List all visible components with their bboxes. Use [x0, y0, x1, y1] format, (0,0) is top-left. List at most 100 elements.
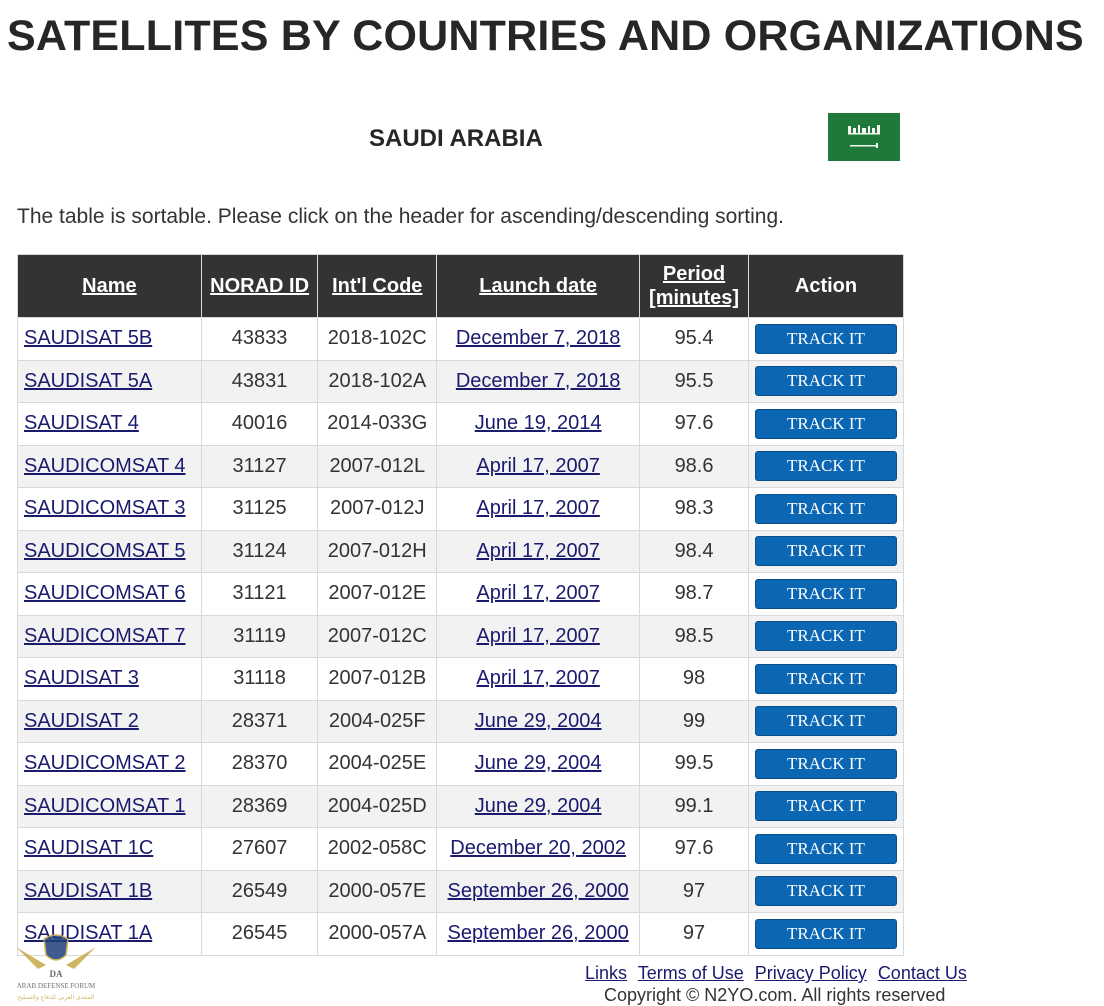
cell-name: SAUDISAT 1C	[17, 827, 202, 871]
cell-action: TRACK IT	[748, 402, 904, 446]
satellite-name-link[interactable]: SAUDICOMSAT 6	[24, 582, 186, 605]
satellite-name-link[interactable]: SAUDISAT 3	[24, 667, 139, 690]
cell-launch: September 26, 2000	[436, 912, 641, 956]
satellite-name-link[interactable]: SAUDICOMSAT 4	[24, 454, 186, 477]
cell-launch: April 17, 2007	[436, 487, 641, 531]
header-name[interactable]: Name	[17, 254, 202, 318]
table-body: SAUDISAT 5B 43833 2018-102C December 7, 201…	[17, 317, 904, 956]
table-row: SAUDICOMSAT 3 31125 2007-012J April 17, 200…	[17, 487, 904, 531]
header-norad[interactable]: NORAD ID	[200, 254, 319, 318]
satellite-name-link[interactable]: SAUDISAT 5B	[24, 327, 153, 350]
header-intl[interactable]: Int'l Code	[317, 254, 438, 318]
satellite-name-link[interactable]: SAUDICOMSAT 7	[24, 624, 186, 647]
cell-period: 99.1	[639, 784, 749, 828]
table-header-row: Name NORAD ID Int'l Code Launch date Per…	[17, 254, 904, 318]
launch-date-link[interactable]: April 17, 2007	[476, 667, 600, 690]
table-row: SAUDISAT 5B 43833 2018-102C December 7, 201…	[17, 317, 904, 361]
sort-intl-link[interactable]: Int'l Code	[332, 274, 423, 297]
cell-launch: December 7, 2018	[436, 359, 641, 403]
satellite-name-link[interactable]: SAUDISAT 1C	[24, 837, 154, 860]
satellite-name-link[interactable]: SAUDICOMSAT 1	[24, 794, 186, 817]
track-it-button[interactable]: TRACK IT	[755, 621, 897, 652]
cell-intl-code: 2014-033G	[317, 402, 438, 446]
track-it-button[interactable]: TRACK IT	[755, 791, 897, 822]
launch-date-link[interactable]: December 20, 2002	[450, 837, 626, 860]
cell-intl-code: 2004-025F	[317, 699, 438, 743]
launch-date-link[interactable]: September 26, 2000	[447, 922, 629, 945]
cell-norad-id: 31118	[200, 657, 319, 701]
cell-launch: September 26, 2000	[436, 869, 641, 913]
launch-date-link[interactable]: December 7, 2018	[455, 369, 621, 392]
launch-date-link[interactable]: June 29, 2004	[474, 752, 602, 775]
track-it-button[interactable]: TRACK IT	[755, 366, 897, 397]
cell-norad-id: 28370	[200, 742, 319, 786]
footer-link-contact[interactable]: Contact Us	[877, 963, 967, 983]
sort-launch-link[interactable]: Launch date	[479, 274, 598, 297]
cell-launch: April 17, 2007	[436, 572, 641, 616]
cell-period: 98	[639, 657, 749, 701]
cell-period: 97	[639, 869, 749, 913]
cell-launch: December 20, 2002	[436, 827, 641, 871]
track-it-button[interactable]: TRACK IT	[755, 706, 897, 737]
satellite-name-link[interactable]: SAUDISAT 2	[24, 709, 139, 732]
track-it-button[interactable]: TRACK IT	[755, 493, 897, 524]
cell-name: SAUDISAT 2	[17, 699, 202, 743]
launch-date-link[interactable]: June 29, 2004	[474, 709, 602, 732]
launch-date-link[interactable]: September 26, 2000	[447, 879, 629, 902]
satellite-name-link[interactable]: SAUDISAT 4	[24, 412, 139, 435]
track-it-button[interactable]: TRACK IT	[755, 536, 897, 567]
cell-norad-id: 43831	[200, 359, 319, 403]
launch-date-link[interactable]: April 17, 2007	[476, 539, 600, 562]
track-it-button[interactable]: TRACK IT	[755, 833, 897, 864]
cell-launch: April 17, 2007	[436, 529, 641, 573]
launch-date-link[interactable]: June 29, 2004	[474, 794, 602, 817]
track-it-button[interactable]: TRACK IT	[755, 748, 897, 779]
track-it-button[interactable]: TRACK IT	[755, 408, 897, 439]
sort-period-link[interactable]: Period [minutes]	[649, 263, 739, 309]
cell-launch: June 29, 2004	[436, 784, 641, 828]
cell-launch: June 19, 2014	[436, 402, 641, 446]
satellite-name-link[interactable]: SAUDICOMSAT 2	[24, 752, 186, 775]
table-row: SAUDISAT 1A 26545 2000-057A September 26, 2…	[17, 912, 904, 956]
svg-text:ARAB DEFENSE FORUM: ARAB DEFENSE FORUM	[17, 982, 96, 990]
satellite-table: Name NORAD ID Int'l Code Launch date Per…	[17, 254, 904, 956]
cell-action: TRACK IT	[748, 742, 904, 786]
launch-date-link[interactable]: April 17, 2007	[476, 582, 600, 605]
track-it-button[interactable]: TRACK IT	[755, 876, 897, 907]
launch-date-link[interactable]: April 17, 2007	[476, 497, 600, 520]
launch-date-link[interactable]: April 17, 2007	[476, 454, 600, 477]
header-launch[interactable]: Launch date	[436, 254, 641, 318]
track-it-button[interactable]: TRACK IT	[755, 323, 897, 354]
cell-intl-code: 2004-025E	[317, 742, 438, 786]
footer-link-privacy[interactable]: Privacy Policy	[754, 963, 867, 983]
satellite-name-link[interactable]: SAUDICOMSAT 5	[24, 539, 186, 562]
sort-name-link[interactable]: Name	[82, 274, 137, 297]
satellite-name-link[interactable]: SAUDICOMSAT 3	[24, 497, 186, 520]
launch-date-link[interactable]: June 19, 2014	[474, 412, 602, 435]
cell-launch: April 17, 2007	[436, 657, 641, 701]
footer-link-terms[interactable]: Terms of Use	[637, 963, 744, 983]
track-it-button[interactable]: TRACK IT	[755, 578, 897, 609]
track-it-button[interactable]: TRACK IT	[755, 918, 897, 949]
track-it-button[interactable]: TRACK IT	[755, 663, 897, 694]
cell-launch: April 17, 2007	[436, 444, 641, 488]
cell-period: 98.4	[639, 529, 749, 573]
footer-link-links[interactable]: Links	[585, 963, 628, 983]
country-name: SAUDI ARABIA	[369, 125, 543, 152]
period-unit: [minutes]	[649, 287, 740, 309]
cell-intl-code: 2004-025D	[317, 784, 438, 828]
cell-action: TRACK IT	[748, 699, 904, 743]
sort-note: The table is sortable. Please click on t…	[17, 205, 784, 228]
cell-period: 97.6	[639, 402, 749, 446]
table-row: SAUDISAT 4 40016 2014-033G June 19, 2014 97.…	[17, 402, 904, 446]
cell-period: 98.3	[639, 487, 749, 531]
track-it-button[interactable]: TRACK IT	[755, 451, 897, 482]
satellite-name-link[interactable]: SAUDISAT 1B	[24, 879, 153, 902]
satellite-name-link[interactable]: SAUDISAT 5A	[24, 369, 153, 392]
cell-action: TRACK IT	[748, 784, 904, 828]
launch-date-link[interactable]: December 7, 2018	[455, 327, 621, 350]
sort-norad-link[interactable]: NORAD ID	[210, 274, 310, 297]
launch-date-link[interactable]: April 17, 2007	[476, 624, 600, 647]
table-row: SAUDICOMSAT 5 31124 2007-012H April 17, 200…	[17, 529, 904, 573]
header-period[interactable]: Period [minutes]	[639, 254, 749, 318]
